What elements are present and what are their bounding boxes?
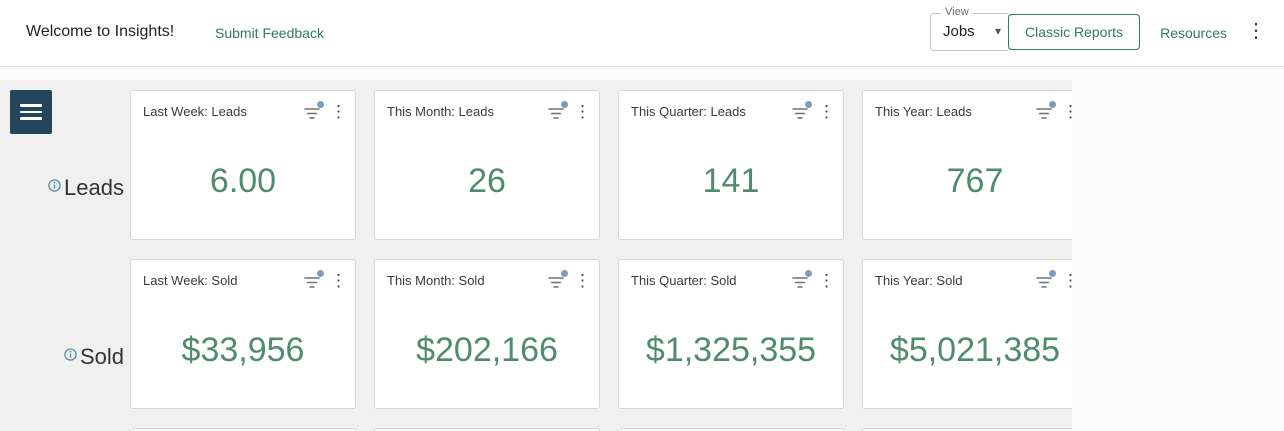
metric-card bbox=[374, 428, 600, 431]
card-title: This Year: Leads bbox=[875, 104, 972, 119]
top-bar: Welcome to Insights! Submit Feedback Vie… bbox=[0, 0, 1284, 67]
filter-active-indicator bbox=[805, 269, 812, 277]
filter-icon[interactable] bbox=[1036, 269, 1056, 289]
metric-card: This Quarter: Sold ⋮ $1,325,355 bbox=[618, 259, 844, 409]
filter-icon[interactable] bbox=[304, 100, 324, 120]
card-value: 767 bbox=[946, 161, 1004, 200]
card-header: Last Week: Leads ⋮ bbox=[131, 91, 355, 123]
card-title: Last Week: Sold bbox=[143, 273, 238, 288]
card-menu-icon[interactable]: ⋮ bbox=[1062, 271, 1072, 290]
row-label-sold: Sold bbox=[64, 342, 124, 369]
filter-active-indicator bbox=[317, 100, 324, 108]
filter-active-indicator bbox=[317, 269, 324, 277]
card-value: 26 bbox=[468, 161, 506, 200]
filter-icon[interactable] bbox=[548, 269, 568, 289]
filter-active-indicator bbox=[805, 100, 812, 108]
card-menu-icon[interactable]: ⋮ bbox=[574, 271, 591, 290]
metric-card bbox=[618, 428, 844, 431]
page-title: Welcome to Insights! bbox=[26, 23, 175, 40]
card-header: This Year: Sold ⋮ bbox=[863, 260, 1072, 292]
filter-icon[interactable] bbox=[1036, 100, 1056, 120]
card-menu-icon[interactable]: ⋮ bbox=[330, 271, 347, 290]
filter-active-indicator bbox=[1049, 269, 1056, 277]
classic-reports-button[interactable]: Classic Reports bbox=[1007, 14, 1140, 50]
card-menu-icon[interactable]: ⋮ bbox=[574, 102, 591, 121]
view-select-label: View bbox=[941, 6, 973, 20]
card-value: $5,021,385 bbox=[889, 330, 1061, 369]
card-header: This Quarter: Leads ⋮ bbox=[619, 91, 843, 123]
card-title: Last Week: Leads bbox=[143, 104, 247, 119]
filter-active-indicator bbox=[561, 100, 568, 108]
info-icon[interactable] bbox=[64, 342, 77, 366]
metric-card: Last Week: Sold ⋮ $33,956 bbox=[130, 259, 356, 409]
row-label-text: Leads bbox=[64, 175, 124, 200]
chevron-down-icon: ▾ bbox=[994, 24, 1001, 38]
card-title: This Quarter: Leads bbox=[631, 104, 746, 119]
card-menu-icon[interactable]: ⋮ bbox=[818, 271, 835, 290]
metric-card: This Month: Sold ⋮ $202,166 bbox=[374, 259, 600, 409]
card-header: This Month: Sold ⋮ bbox=[375, 260, 599, 292]
metric-card bbox=[130, 428, 356, 431]
cards-viewport: Last Week: Leads ⋮ 6.00 This Month: Lead… bbox=[130, 90, 1072, 431]
card-menu-icon[interactable]: ⋮ bbox=[1062, 102, 1072, 121]
metric-card: This Year: Leads ⋮ 767 bbox=[862, 90, 1072, 240]
row-label-text: Sold bbox=[79, 344, 124, 369]
card-title: This Year: Sold bbox=[875, 273, 963, 288]
card-value: $1,325,355 bbox=[645, 330, 817, 369]
card-menu-icon[interactable]: ⋮ bbox=[818, 102, 835, 121]
view-select[interactable]: View Jobs ▾ bbox=[930, 6, 1010, 51]
metric-card: This Month: Leads ⋮ 26 bbox=[374, 90, 600, 240]
metric-card: Last Week: Leads ⋮ 6.00 bbox=[130, 90, 356, 240]
filter-icon[interactable] bbox=[792, 100, 812, 120]
card-header: This Month: Leads ⋮ bbox=[375, 91, 599, 123]
info-icon[interactable] bbox=[48, 173, 61, 197]
hamburger-menu-button[interactable] bbox=[10, 90, 52, 134]
card-title: This Month: Sold bbox=[387, 273, 485, 288]
card-title: This Quarter: Sold bbox=[631, 273, 737, 288]
filter-icon[interactable] bbox=[304, 269, 324, 289]
metric-card: This Year: Sold ⋮ $5,021,385 bbox=[862, 259, 1072, 409]
view-select-value: Jobs bbox=[943, 23, 975, 40]
metric-card: This Quarter: Leads ⋮ 141 bbox=[618, 90, 844, 240]
card-header: This Quarter: Sold ⋮ bbox=[619, 260, 843, 292]
filter-icon[interactable] bbox=[548, 100, 568, 120]
card-menu-icon[interactable]: ⋮ bbox=[330, 102, 347, 121]
resources-link[interactable]: Resources bbox=[1160, 25, 1227, 41]
submit-feedback-link[interactable]: Submit Feedback bbox=[215, 25, 324, 41]
filter-active-indicator bbox=[561, 269, 568, 277]
card-header: Last Week: Sold ⋮ bbox=[131, 260, 355, 292]
card-value: 6.00 bbox=[209, 161, 277, 200]
card-value: 141 bbox=[702, 161, 760, 200]
card-header: This Year: Leads ⋮ bbox=[863, 91, 1072, 123]
filter-active-indicator bbox=[1049, 100, 1056, 108]
card-title: This Month: Leads bbox=[387, 104, 494, 119]
overflow-menu-icon[interactable]: ⋮ bbox=[1246, 20, 1266, 42]
filter-icon[interactable] bbox=[792, 269, 812, 289]
row-label-leads: Leads bbox=[48, 173, 124, 200]
metric-card bbox=[862, 428, 1072, 431]
card-value: $33,956 bbox=[181, 330, 305, 369]
card-value: $202,166 bbox=[416, 330, 558, 369]
hamburger-icon bbox=[20, 104, 42, 107]
